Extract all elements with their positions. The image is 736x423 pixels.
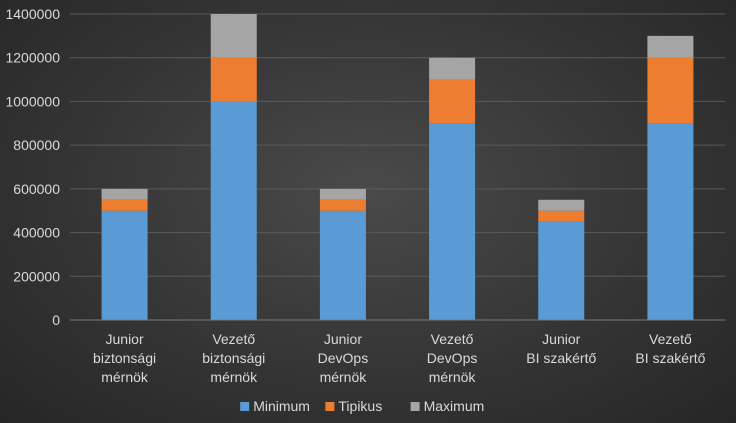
category-label: Junior biztonsági mérnök — [93, 331, 156, 385]
bar-segment-tipikus — [538, 210, 585, 222]
y-axis-tick-labels: 0 200000 400000 600000 800000 1000000 1200000 1… — [5, 6, 60, 328]
y-tick-label: 800000 — [13, 137, 60, 153]
bars — [101, 14, 694, 321]
grid-lines — [70, 13, 725, 277]
bar-segment-minimum — [538, 221, 585, 320]
bar-segment-tipikus — [210, 57, 257, 102]
bar-segment-tipikus — [101, 199, 148, 211]
category-label: Vezető BI szakértő — [635, 331, 705, 366]
bar-segment-minimum — [647, 123, 694, 321]
y-tick-label: 1000000 — [5, 93, 60, 109]
y-tick-label: 1400000 — [5, 6, 60, 22]
bar-segment-maximum — [101, 188, 148, 200]
y-tick-label: 200000 — [13, 268, 60, 284]
legend: Minimum Tipikus Maximum — [240, 398, 484, 414]
category-label: Junior BI szakértő — [526, 331, 596, 366]
legend-swatch — [325, 402, 335, 411]
bar-segment-minimum — [101, 210, 148, 320]
y-tick-label: 600000 — [13, 181, 60, 197]
legend-item-tipikus: Tipikus — [325, 398, 382, 414]
y-tick-label: 0 — [52, 312, 60, 328]
y-tick-label: 1200000 — [5, 50, 60, 66]
legend-swatch — [240, 402, 250, 411]
bar-segment-maximum — [319, 188, 366, 200]
bar-segment-maximum — [210, 14, 257, 58]
category-labels: Junior biztonsági mérnök Vezető biztonsági mé… — [93, 331, 706, 385]
bar-segment-maximum — [647, 35, 694, 58]
bar-segment-tipikus — [429, 79, 476, 124]
legend-label: Tipikus — [338, 398, 382, 414]
bar-segment-minimum — [429, 123, 476, 321]
legend-item-maximum: Maximum — [410, 398, 485, 414]
bar-segment-minimum — [210, 101, 257, 320]
bar-segment-maximum — [429, 57, 476, 80]
y-tick-label: 400000 — [13, 225, 60, 241]
bar-segment-maximum — [538, 199, 585, 211]
legend-swatch — [410, 402, 420, 411]
legend-label: Minimum — [253, 398, 310, 414]
category-label: Vezető DevOps mérnök — [427, 331, 478, 385]
legend-label: Maximum — [424, 398, 485, 414]
category-label: Junior DevOps mérnök — [318, 331, 369, 385]
bar-segment-tipikus — [647, 57, 694, 124]
bar-segment-tipikus — [319, 199, 366, 211]
legend-item-minimum: Minimum — [240, 398, 310, 414]
bar-segment-minimum — [319, 210, 366, 320]
category-label: Vezető biztonsági mérnök — [202, 331, 265, 385]
